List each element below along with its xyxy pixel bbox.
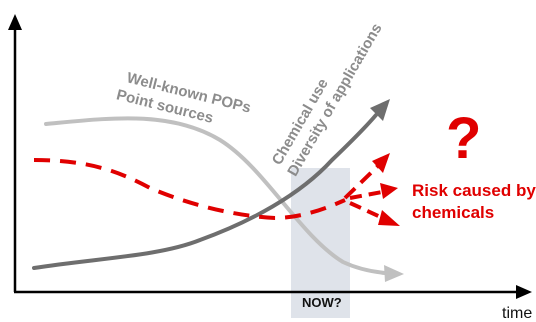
risk-arrow-down-head [378,210,400,226]
time-axis-label: time [502,305,532,322]
chemical-use-curve [32,113,378,270]
risk-label-line2: chemicals [412,203,494,222]
risk-curve [33,158,346,221]
risk-arrow-up [343,164,380,200]
question-mark: ? [446,106,481,171]
x-axis-arrowhead [516,285,532,299]
risk-label-line1: Risk caused by [412,181,536,200]
risk-arrow-down [349,201,386,221]
risk-arrow-middle [349,190,383,200]
pops-curve [44,116,387,275]
now-label: NOW? [302,295,342,310]
pops-arrowhead [384,265,404,282]
risk-arrow-up-head [372,153,390,173]
chemical-use-label: Chemical use Diversity of applications [269,21,386,180]
y-axis-arrowhead [8,14,22,30]
chemical-use-arrowhead [370,99,390,121]
risk-arrow-middle-head [380,183,398,199]
